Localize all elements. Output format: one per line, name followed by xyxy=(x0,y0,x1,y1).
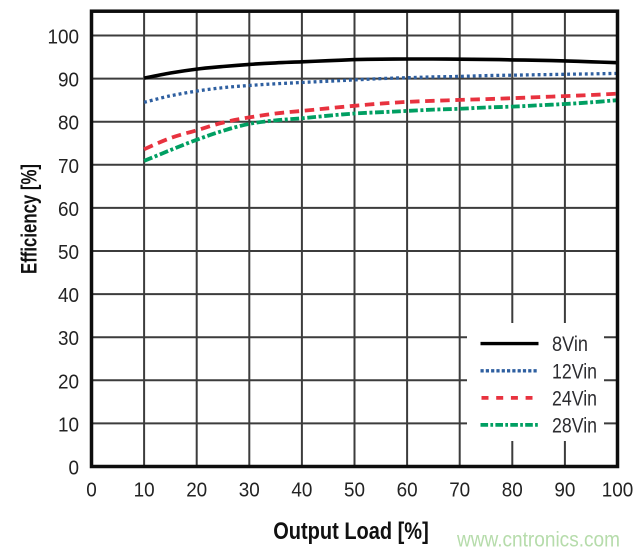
svg-text:12Vin: 12Vin xyxy=(552,360,597,383)
svg-text:28Vin: 28Vin xyxy=(552,414,597,437)
svg-text:50: 50 xyxy=(58,242,79,264)
svg-text:8Vin: 8Vin xyxy=(552,333,588,356)
svg-text:70: 70 xyxy=(58,156,79,178)
svg-text:www.cntronics.com: www.cntronics.com xyxy=(456,529,620,552)
svg-text:Efficiency [%]: Efficiency [%] xyxy=(17,164,42,274)
svg-text:90: 90 xyxy=(554,480,575,502)
svg-text:60: 60 xyxy=(397,480,418,502)
svg-text:10: 10 xyxy=(58,414,79,436)
svg-text:0: 0 xyxy=(86,480,97,502)
svg-text:Output Load [%]: Output Load [%] xyxy=(273,518,429,545)
svg-text:20: 20 xyxy=(58,371,79,393)
svg-text:20: 20 xyxy=(186,480,207,502)
svg-text:100: 100 xyxy=(48,27,80,49)
svg-text:30: 30 xyxy=(58,328,79,350)
svg-text:60: 60 xyxy=(58,199,79,221)
svg-text:0: 0 xyxy=(69,458,80,480)
svg-text:80: 80 xyxy=(58,113,79,135)
svg-text:40: 40 xyxy=(291,480,312,502)
svg-text:40: 40 xyxy=(58,285,79,307)
svg-text:50: 50 xyxy=(344,480,365,502)
svg-text:70: 70 xyxy=(449,480,470,502)
svg-text:10: 10 xyxy=(134,480,155,502)
svg-text:30: 30 xyxy=(239,480,260,502)
svg-text:24Vin: 24Vin xyxy=(552,387,597,410)
svg-text:100: 100 xyxy=(602,480,634,502)
svg-text:90: 90 xyxy=(58,70,79,92)
svg-text:80: 80 xyxy=(502,480,523,502)
